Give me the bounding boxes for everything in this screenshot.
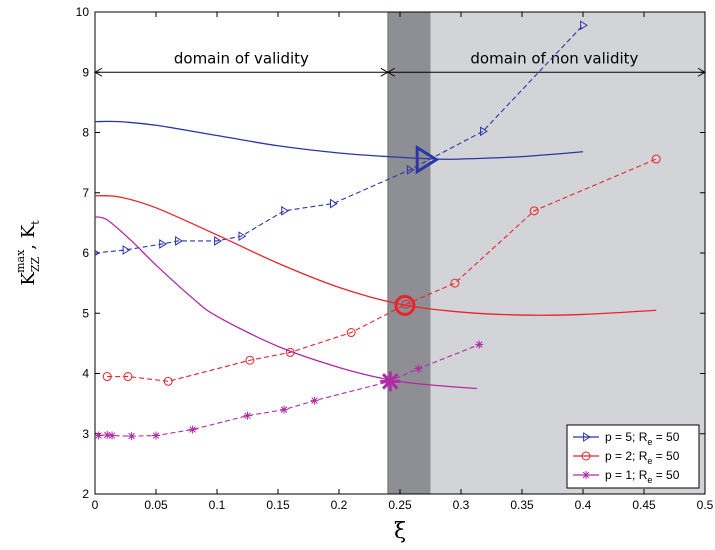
y-axis-title-sub2: t xyxy=(29,220,42,225)
x-tick-label: 0.15 xyxy=(266,498,290,512)
legend-marker-0 xyxy=(583,432,591,442)
series-2-marker xyxy=(475,340,484,349)
x-tick-label: 0.05 xyxy=(144,498,168,512)
series-0-marker xyxy=(214,236,222,246)
series-2-marker xyxy=(414,364,423,373)
y-tick-label: 8 xyxy=(82,126,89,140)
y-axis-title-main: K xyxy=(18,272,39,286)
legend-label-sub: e xyxy=(647,456,652,466)
legend-marker-2 xyxy=(582,471,590,479)
y-tick-label: 3 xyxy=(82,427,89,441)
series-1 xyxy=(95,154,661,386)
legend-label-0: p = 5; Re = 50 xyxy=(605,430,680,447)
series-2-marker xyxy=(95,431,103,440)
series-1-marker xyxy=(401,299,411,309)
series-2-marker xyxy=(152,431,160,440)
dark-region xyxy=(387,12,431,494)
series-0-marker xyxy=(95,249,100,257)
x-tick-label: 0.3 xyxy=(453,498,470,512)
y-axis-title-sep: , K xyxy=(18,224,39,249)
series-1-marker xyxy=(123,372,133,382)
y-tick-label: 9 xyxy=(82,65,89,79)
x-tick-label: 0.4 xyxy=(575,498,592,512)
y-tick-label: 7 xyxy=(82,186,89,200)
series-2 xyxy=(95,216,484,441)
nonvalidity-label: domain of non validity xyxy=(470,49,638,67)
x-tick-label: 0.35 xyxy=(510,498,534,512)
legend-label-prefix: p = 5; R xyxy=(605,430,648,444)
series-0-marker xyxy=(159,239,168,249)
series-2-marker xyxy=(243,411,252,420)
legend-label-sub: e xyxy=(647,437,652,447)
series-1-intersection-marker xyxy=(394,294,416,316)
y-tick-label: 5 xyxy=(82,306,89,320)
series-2-marker xyxy=(108,431,117,440)
y-tick-label: 6 xyxy=(82,246,89,260)
series-2-marker xyxy=(280,405,289,414)
legend-label-prefix: p = 1; R xyxy=(605,468,648,482)
series-0-marker xyxy=(238,231,247,242)
x-tick-label: 0.45 xyxy=(632,498,656,512)
series-2-marker xyxy=(188,425,197,434)
series-layer xyxy=(95,20,661,441)
series-0-marker xyxy=(480,126,488,137)
legend-label-2: p = 1; Re = 50 xyxy=(605,468,680,485)
series-2-intersection-marker xyxy=(380,371,401,392)
series-0-solid-line xyxy=(95,120,584,160)
legend-label-sub: e xyxy=(647,475,652,485)
series-0-marker xyxy=(281,205,290,216)
series-2-marker xyxy=(310,396,319,405)
series-0-marker xyxy=(580,20,588,31)
x-axis-title: ξ xyxy=(394,519,406,544)
series-0 xyxy=(95,20,588,257)
series-2-marker xyxy=(127,432,136,441)
legend: p = 5; Re = 50p = 2; Re = 50p = 1; Re = … xyxy=(566,424,700,489)
y-tick-label: 4 xyxy=(82,367,89,381)
series-1-marker xyxy=(651,154,661,164)
series-0-marker xyxy=(406,164,415,175)
y-tick-label: 2 xyxy=(82,487,89,501)
light-region xyxy=(430,12,705,494)
series-1-marker xyxy=(450,278,460,288)
series-0-marker xyxy=(122,245,131,255)
series-1-solid-line xyxy=(95,195,657,316)
y-axis-title-sub: ZZ xyxy=(29,257,42,273)
series-1-marker xyxy=(529,206,539,216)
domain-arrows: domain of validity domain of non validity xyxy=(93,12,707,494)
arrow-head-left xyxy=(93,67,103,77)
y-axis-title: KZZmax, Kt xyxy=(14,220,42,286)
x-tick-label: 0.5 xyxy=(697,498,714,512)
y-axis-title-sup: max xyxy=(14,249,27,273)
axis-ticks: 0 0.05 0.1 0.15 0.2 0.25 0.3 0.35 0.4 0.45 0.5 2 3 4 5… xyxy=(76,5,714,512)
series-1-marker xyxy=(102,372,112,382)
series-0-intersection-marker xyxy=(415,144,440,175)
legend-label-suffix: = 50 xyxy=(652,468,679,482)
arrow-head-nonvalidity-left xyxy=(386,67,396,77)
legend-label-1: p = 2; Re = 50 xyxy=(605,449,680,466)
regions-layer xyxy=(387,12,705,494)
arrow-head-right xyxy=(697,67,707,77)
y-tick-label: 10 xyxy=(76,5,90,19)
series-0-dashed-line xyxy=(95,24,584,254)
x-tick-label: 0.2 xyxy=(331,498,348,512)
series-0-marker xyxy=(175,236,183,246)
series-1-marker xyxy=(245,355,255,365)
series-1-marker xyxy=(163,376,173,386)
legend-marker-1 xyxy=(581,451,591,461)
series-2-marker xyxy=(103,430,112,439)
legend-label-prefix: p = 2; R xyxy=(605,449,648,463)
x-tick-label: 0.1 xyxy=(209,498,226,512)
legend-label-suffix: = 50 xyxy=(652,449,679,463)
series-1-marker xyxy=(346,328,356,338)
legend-label-suffix: = 50 xyxy=(652,430,679,444)
series-0-marker xyxy=(330,198,338,209)
x-tick-label: 0 xyxy=(92,498,99,512)
x-tick-label: 0.25 xyxy=(388,498,412,512)
validity-label: domain of validity xyxy=(174,49,309,67)
series-1-dashed-line xyxy=(107,158,657,382)
